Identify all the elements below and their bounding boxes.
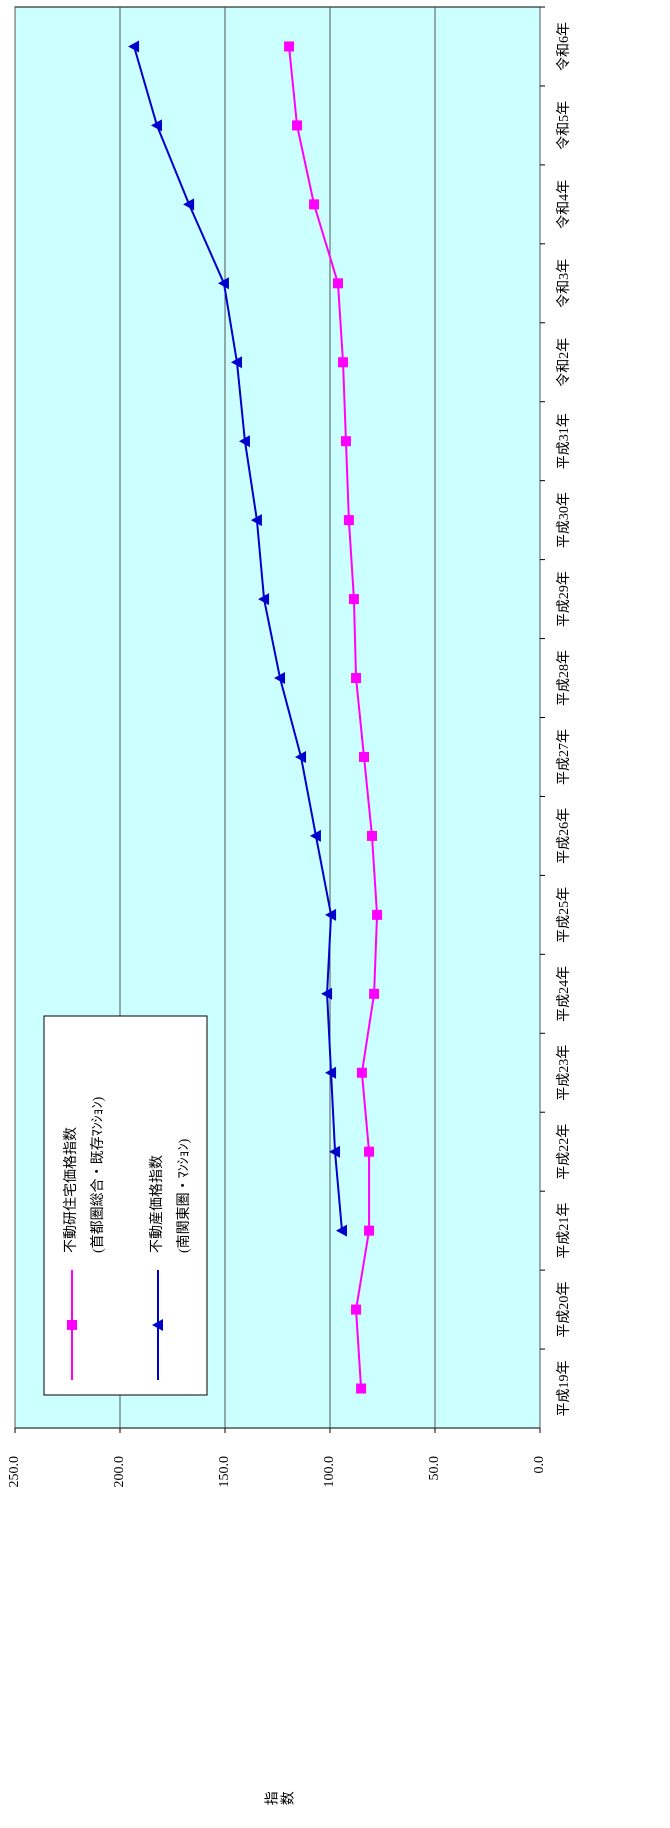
point [338,357,349,368]
x-tick-label: 令和2年 [556,338,572,387]
point [128,40,140,53]
point [329,1145,341,1158]
x-tick-label: 平成20年 [556,1282,572,1338]
y-tick-label: 50.0 [427,1456,442,1481]
point [351,1304,362,1315]
point [183,198,195,211]
point [369,988,380,999]
x-tick-label: 平成26年 [556,808,572,864]
x-tick-label: 平成23年 [556,1045,572,1101]
legend-detail: (南関東圏・ﾏﾝｼｮﾝ) [176,1138,192,1253]
point [321,987,333,1000]
point [343,515,354,526]
legend-label: 不動産価格指数 [149,1155,165,1253]
legend-detail: (首都圏総合・既存ﾏﾝｼｮﾝ) [90,1096,106,1253]
x-tick-label: 平成19年 [556,1361,572,1417]
point [364,1225,375,1236]
point [238,435,250,448]
x-tick-label: 平成29年 [556,571,572,627]
x-tick-label: 平成31年 [556,413,572,469]
point [356,1067,367,1078]
y-axis-title: 指数 [264,1791,296,1807]
x-tick-label: 平成27年 [556,729,572,785]
chart-body: 0.0 50.0 100.0 150.0 200.0 250.0 指数 平成19年 平成20年 平… [7,6,572,1807]
legend-box [43,1015,208,1396]
point [295,750,307,763]
y-tick-label: 250.0 [7,1456,22,1488]
point [274,672,286,685]
x-tick-label: 平成24年 [556,966,572,1022]
point [340,436,351,447]
point [372,909,383,920]
point [359,751,370,762]
point [332,278,343,289]
x-tick-label: 平成28年 [556,650,572,706]
point [356,1383,367,1394]
point [367,830,377,841]
point [152,1319,163,1331]
point [325,908,337,921]
point [348,594,359,605]
x-tick-label: 平成22年 [556,1124,572,1180]
x-tick-label: 平成25年 [556,887,572,943]
point [309,199,320,210]
point [150,119,162,132]
point [217,277,229,290]
point [250,514,262,527]
x-tick-label: 令和5年 [556,101,572,150]
point [351,673,362,684]
point [309,829,321,842]
point [335,1224,347,1237]
point [325,1066,337,1079]
x-tick-label: 令和4年 [556,180,572,229]
x-tick-label: 平成21年 [556,1203,572,1259]
series-line [288,46,379,1389]
y-tick-label: 150.0 [217,1456,232,1488]
x-tick-label: 令和3年 [556,259,572,308]
point [292,120,303,131]
x-tick-label: 平成30年 [556,492,572,548]
y-tick-label: 0.0 [532,1456,547,1474]
y-tick-label: 200.0 [112,1456,127,1488]
legend-label: 不動研住宅価格指数 [63,1127,79,1253]
x-tick-label: 令和6年 [556,22,572,71]
y-tick-label: 100.0 [322,1456,337,1488]
point [230,356,242,369]
point [364,1146,375,1157]
point [67,1320,77,1330]
series-line [133,46,343,1231]
point [258,593,270,606]
point [284,41,295,52]
